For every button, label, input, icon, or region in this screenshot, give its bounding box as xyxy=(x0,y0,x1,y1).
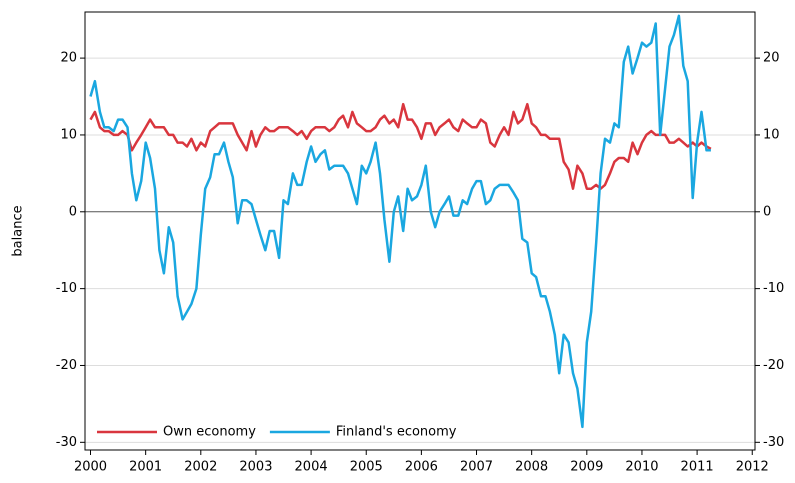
legend-label: Finland's economy xyxy=(336,425,457,440)
y-tick-label: -20 xyxy=(56,358,77,373)
x-tick-label: 2005 xyxy=(350,460,383,475)
x-tick-label: 2002 xyxy=(184,460,217,475)
y-tick-label: -10 xyxy=(56,281,77,296)
y-tick-label: 10 xyxy=(60,127,77,142)
x-tick-label: 2000 xyxy=(74,460,107,475)
x-tick-label: 2003 xyxy=(239,460,272,475)
legend-label: Own economy xyxy=(163,425,256,440)
y2-tick-label: -10 xyxy=(763,281,784,296)
x-tick-label: 2010 xyxy=(625,460,658,475)
y2-tick-label: 0 xyxy=(763,204,771,219)
y2-tick-label: 10 xyxy=(763,127,780,142)
y-tick-label: -30 xyxy=(56,435,77,450)
x-tick-label: 2006 xyxy=(405,460,438,475)
plot-frame xyxy=(84,11,756,451)
y-tick-label: 0 xyxy=(69,204,77,219)
x-tick-label: 2012 xyxy=(736,460,769,475)
x-tick-label: 2007 xyxy=(460,460,493,475)
x-tick-label: 2011 xyxy=(681,460,714,475)
y2-tick-label: -20 xyxy=(763,358,784,373)
x-tick-label: 2004 xyxy=(295,460,328,475)
y2-tick-label: 20 xyxy=(763,51,780,66)
y2-tick-label: -30 xyxy=(763,435,784,450)
x-tick-label: 2009 xyxy=(570,460,603,475)
x-tick-label: 2008 xyxy=(515,460,548,475)
series-line xyxy=(89,14,711,429)
y-axis-label: balance xyxy=(11,205,26,256)
y-tick-label: 20 xyxy=(60,51,77,66)
x-tick-label: 2001 xyxy=(129,460,162,475)
series-line xyxy=(89,102,712,190)
